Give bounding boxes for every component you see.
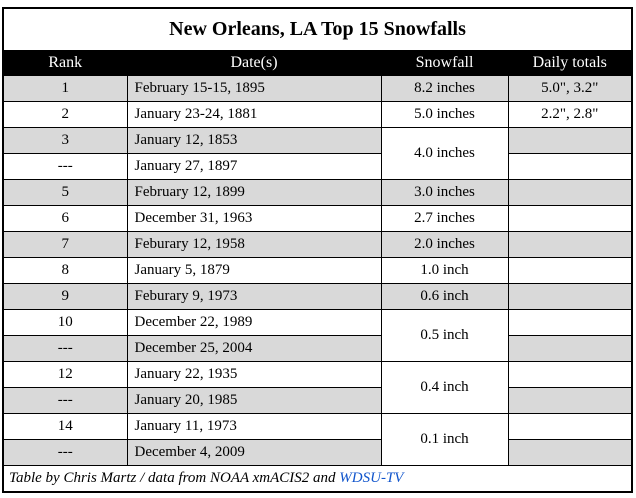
daily-totals-cell xyxy=(507,153,633,180)
date-cell: January 27, 1897 xyxy=(126,153,382,180)
daily-totals-cell xyxy=(507,387,633,414)
date-cell: January 5, 1879 xyxy=(126,257,382,284)
table-row: 5 February 12, 1899 3.0 inches xyxy=(2,179,633,206)
table-row: --- December 25, 2004 xyxy=(2,335,633,362)
rank-cell: --- xyxy=(2,153,128,180)
rank-cell: 10 xyxy=(2,309,128,336)
snowfall-cell: 2.7 inches xyxy=(380,205,509,232)
rank-cell: --- xyxy=(2,335,128,362)
snowfall-cell: 8.2 inches xyxy=(380,75,509,102)
snowfall-cell-merged: 0.5 inch xyxy=(380,309,509,362)
daily-totals-cell: 2.2", 2.8" xyxy=(507,101,633,128)
date-cell: February 15-15, 1895 xyxy=(126,75,382,102)
daily-totals-cell xyxy=(507,361,633,388)
title-row: New Orleans, LA Top 15 Snowfalls xyxy=(2,7,633,51)
table-row: 3 January 12, 1853 4.0 inches xyxy=(2,127,633,180)
rank-cell: 14 xyxy=(2,413,128,440)
date-cell: December 22, 1989 xyxy=(126,309,382,336)
table-row: --- December 4, 2009 xyxy=(2,439,633,466)
table-row: --- January 27, 1897 xyxy=(2,153,633,180)
rank-cell: 9 xyxy=(2,283,128,310)
header-row: Rank Date(s) Snowfall Daily totals xyxy=(2,50,633,76)
rank-cell: 5 xyxy=(2,179,128,206)
table-title: New Orleans, LA Top 15 Snowfalls xyxy=(2,7,633,51)
date-cell: January 22, 1935 xyxy=(126,361,382,388)
snowfall-cell: 0.6 inch xyxy=(380,283,509,310)
table-row: 1 February 15-15, 1895 8.2 inches 5.0", … xyxy=(2,75,633,102)
snowfall-cell-merged: 0.1 inch xyxy=(380,413,509,466)
snowfalls-table: New Orleans, LA Top 15 Snowfalls Rank Da… xyxy=(2,7,634,493)
column-header-rank: Rank xyxy=(2,50,128,76)
daily-totals-cell xyxy=(507,335,633,362)
daily-totals-cell xyxy=(507,309,633,336)
table-row: 14 January 11, 1973 0.1 inch xyxy=(2,413,633,466)
wdsu-tv-link[interactable]: WDSU-TV xyxy=(339,470,404,486)
date-cell: January 23-24, 1881 xyxy=(126,101,382,128)
daily-totals-cell xyxy=(507,205,633,232)
rank-cell: --- xyxy=(2,439,128,466)
date-cell: December 4, 2009 xyxy=(126,439,382,466)
snowfall-cell: 5.0 inches xyxy=(380,101,509,128)
table-row: 6 December 31, 1963 2.7 inches xyxy=(2,205,633,232)
daily-totals-cell xyxy=(507,439,633,466)
daily-totals-cell xyxy=(507,283,633,310)
rank-cell: 1 xyxy=(2,75,128,102)
attribution: Table by Chris Martz / data from NOAA xm… xyxy=(2,465,633,493)
table-row: 9 Feburary 9, 1973 0.6 inch xyxy=(2,283,633,310)
rank-cell: 8 xyxy=(2,257,128,284)
rank-cell: 7 xyxy=(2,231,128,258)
snowfall-cell-merged: 4.0 inches xyxy=(380,127,509,180)
daily-totals-cell xyxy=(507,257,633,284)
daily-totals-cell xyxy=(507,179,633,206)
date-cell: January 11, 1973 xyxy=(126,413,382,440)
table-row: 8 January 5, 1879 1.0 inch xyxy=(2,257,633,284)
column-header-dates: Date(s) xyxy=(126,50,382,76)
date-cell: December 25, 2004 xyxy=(126,335,382,362)
table-row: 12 January 22, 1935 0.4 inch xyxy=(2,361,633,414)
table-row: 7 Feburary 12, 1958 2.0 inches xyxy=(2,231,633,258)
table-row: 10 December 22, 1989 0.5 inch xyxy=(2,309,633,362)
rank-cell: --- xyxy=(2,387,128,414)
snowfall-cell: 2.0 inches xyxy=(380,231,509,258)
daily-totals-cell xyxy=(507,413,633,440)
rank-cell: 2 xyxy=(2,101,128,128)
date-cell: January 20, 1985 xyxy=(126,387,382,414)
date-cell: January 12, 1853 xyxy=(126,127,382,154)
attribution-text: Table by Chris Martz / data from NOAA xm… xyxy=(9,470,336,486)
date-cell: Feburary 9, 1973 xyxy=(126,283,382,310)
rank-cell: 6 xyxy=(2,205,128,232)
snowfall-cell: 1.0 inch xyxy=(380,257,509,284)
table-row: --- January 20, 1985 xyxy=(2,387,633,414)
table-row: 2 January 23-24, 1881 5.0 inches 2.2", 2… xyxy=(2,101,633,128)
daily-totals-cell xyxy=(507,127,633,154)
column-header-snowfall: Snowfall xyxy=(380,50,509,76)
snowfall-cell: 3.0 inches xyxy=(380,179,509,206)
daily-totals-cell: 5.0", 3.2" xyxy=(507,75,633,102)
snowfall-cell-merged: 0.4 inch xyxy=(380,361,509,414)
daily-totals-cell xyxy=(507,231,633,258)
date-cell: Feburary 12, 1958 xyxy=(126,231,382,258)
rank-cell: 3 xyxy=(2,127,128,154)
rank-cell: 12 xyxy=(2,361,128,388)
column-header-daily-totals: Daily totals xyxy=(507,50,633,76)
date-cell: February 12, 1899 xyxy=(126,179,382,206)
footer-row: Table by Chris Martz / data from NOAA xm… xyxy=(2,465,633,493)
date-cell: December 31, 1963 xyxy=(126,205,382,232)
